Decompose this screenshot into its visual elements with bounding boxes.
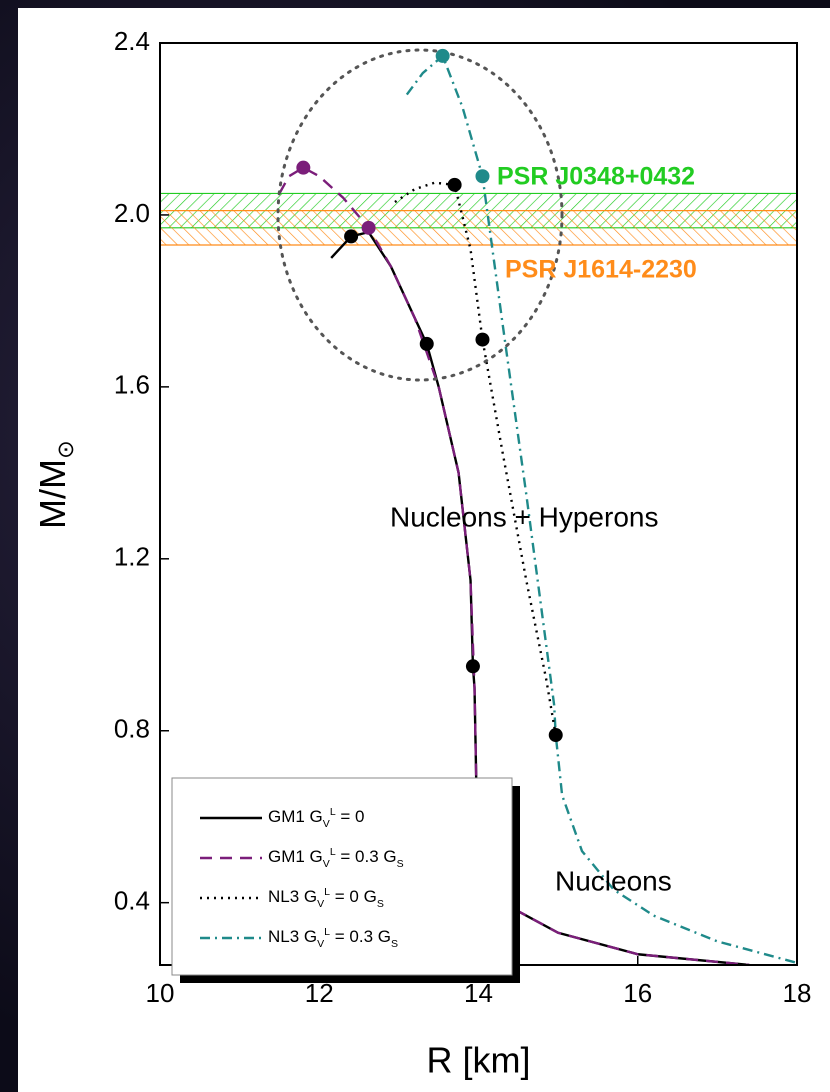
page: PSR J0348+0432PSR J1614-223010121416180.… — [0, 0, 830, 1092]
marker — [549, 728, 563, 742]
marker — [475, 333, 489, 347]
annotation: Nucleons — [555, 865, 672, 896]
annotation: Nucleons + Hyperons — [390, 501, 658, 532]
y-tick-label: 2.0 — [114, 198, 150, 228]
marker — [436, 49, 450, 63]
x-axis-label: R [km] — [427, 1040, 531, 1081]
y-tick-label: 1.2 — [114, 542, 150, 572]
band — [160, 211, 797, 245]
y-tick-label: 2.4 — [114, 26, 150, 56]
marker — [448, 178, 462, 192]
y-tick-label: 1.6 — [114, 370, 150, 400]
marker — [296, 161, 310, 175]
y-tick-label: 0.8 — [114, 714, 150, 744]
marker — [362, 221, 376, 235]
legend-label: GM1 GVL = 0 — [268, 806, 365, 830]
x-tick-label: 16 — [623, 978, 652, 1008]
band-label: PSR J0348+0432 — [497, 163, 695, 191]
legend-label: GM1 GVL = 0.3 GS — [268, 846, 404, 870]
x-tick-label: 18 — [783, 978, 812, 1008]
y-tick-label: 0.4 — [114, 886, 150, 916]
marker — [475, 169, 489, 183]
chart: PSR J0348+0432PSR J1614-223010121416180.… — [0, 0, 830, 1092]
marker — [466, 659, 480, 673]
x-tick-label: 10 — [146, 978, 175, 1008]
marker — [420, 337, 434, 351]
legend-label: NL3 GVL = 0.3 GS — [268, 926, 398, 950]
marker — [344, 229, 358, 243]
band-label: PSR J1614-2230 — [505, 256, 697, 284]
